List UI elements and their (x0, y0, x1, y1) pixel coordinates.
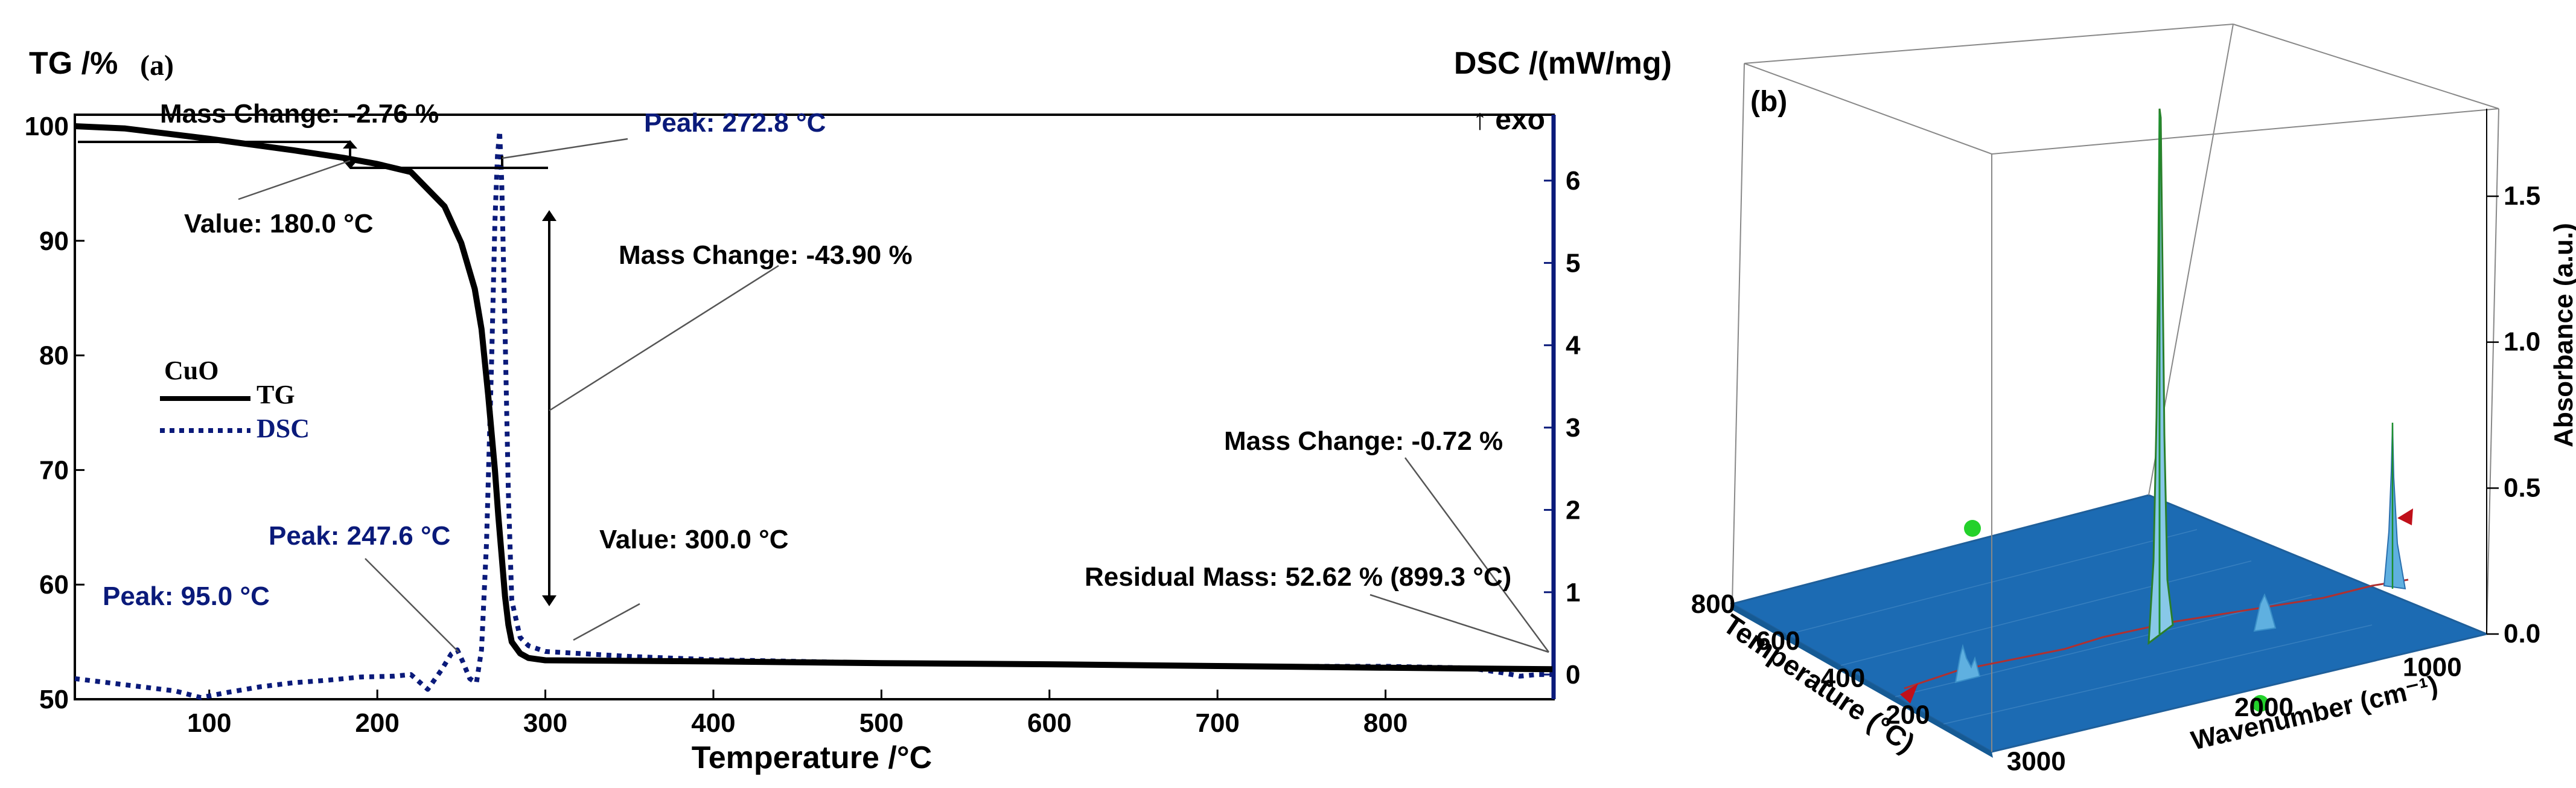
z-tick-label: 1.0 (2504, 327, 2540, 357)
temp-tick-label: 800 (1691, 589, 1735, 619)
y-tick-label: 50 (39, 685, 69, 714)
temp-tick-label: 400 (1821, 663, 1865, 693)
panel-a-label: (a) (140, 50, 174, 82)
axis-ticks: 100 200 300 400 500 600 700 800 50 60 70 80 90 100 0 1 2… (25, 112, 1581, 738)
y-tick-label: 80 (39, 341, 69, 371)
z-tick-label: 0.5 (2504, 473, 2540, 502)
panel-a: TG /% (a) DSC /(mW/mg) ↑ exo 100 200 300 40… (25, 46, 1672, 775)
legend-sample: CuO (164, 356, 218, 385)
wn-tick-label: 2000 (2234, 693, 2294, 722)
y2-tick-label: 1 (1566, 578, 1580, 607)
peak-co2-670 (2383, 422, 2406, 590)
arrowheads (343, 140, 556, 606)
spectra (1904, 108, 2409, 690)
leader-lines (238, 138, 1550, 653)
legend-tg-label: TG (257, 380, 295, 409)
annotation-value-180: Value: 180.0 °C (184, 209, 374, 239)
z-tick-label: 1.5 (2504, 181, 2540, 211)
z-axis-title: Absorbance (a.u.) (2549, 223, 2576, 447)
annotation-mass-change-3: Mass Change: -0.72 % (1224, 426, 1503, 456)
legend-dsc-label: DSC (257, 414, 310, 443)
peak-co2-2350 (2147, 108, 2174, 645)
temp-tick-label: 600 (1756, 626, 1800, 656)
x-axis-title: Temperature /°C (692, 740, 932, 775)
temperature-trace (1904, 578, 2409, 690)
x-tick-label: 400 (691, 708, 735, 738)
x-tick-label: 100 (187, 708, 231, 738)
y2-tick-label: 2 (1566, 495, 1580, 525)
annotation-value-300: Value: 300.0 °C (599, 525, 789, 554)
y2-tick-label: 0 (1566, 660, 1580, 690)
annotation-peak-95: Peak: 95.0 °C (103, 581, 270, 611)
x-tick-label: 600 (1027, 708, 1071, 738)
y-tick-label: 60 (39, 570, 69, 600)
y-tick-label: 100 (25, 112, 69, 141)
annotation-peak-247: Peak: 247.6 °C (269, 521, 450, 551)
left-axis-title: TG /% (29, 46, 118, 81)
peak-1750 (2253, 593, 2277, 632)
panel-b-label: (b) (1750, 86, 1787, 118)
peak-water-3700 (1954, 644, 1981, 684)
marker-red-right[interactable] (2397, 508, 2413, 525)
y2-tick-label: 4 (1566, 331, 1581, 360)
temp-tick-label: 200 (1886, 700, 1930, 730)
legend: CuO TG DSC (160, 356, 310, 443)
wn-tick-label: 1000 (2403, 652, 2462, 682)
surface-floor-edge (1732, 604, 1993, 758)
x-tick-label: 500 (859, 708, 904, 738)
x-tick-label: 800 (1363, 708, 1408, 738)
x-tick-label: 700 (1195, 708, 1239, 738)
z-tick-label: 0.0 (2504, 619, 2540, 649)
tg-curve (74, 123, 1553, 673)
y-tick-label: 90 (39, 226, 69, 256)
x-tick-label: 300 (523, 708, 567, 738)
y2-tick-label: 5 (1566, 248, 1580, 278)
annotation-residual-mass: Residual Mass: 52.62 % (899.3 °C) (1085, 562, 1511, 592)
right-axis-title: DSC /(mW/mg) (1454, 46, 1672, 81)
annotation-mass-change-1: Mass Change: -2.76 % (160, 99, 439, 129)
marker-green-front[interactable] (2252, 695, 2269, 712)
marker-red-left[interactable] (1900, 684, 1918, 703)
b-axis-ticks: 1.5 1.0 0.5 0.0 800 600 400 200 3000 2000 1000 (1691, 181, 2540, 776)
exo-label: ↑ exo (1473, 104, 1545, 136)
wn-tick-label: 3000 (2007, 746, 2066, 776)
y2-tick-label: 6 (1566, 166, 1580, 196)
plot-frame (74, 114, 1555, 700)
y-tick-label: 70 (39, 455, 69, 485)
curves (74, 123, 1553, 700)
marker-green-back[interactable] (1964, 520, 1981, 537)
y2-tick-label: 3 (1566, 413, 1580, 443)
annotation-peak-272: Peak: 272.8 °C (644, 108, 826, 138)
annotation-mass-change-2: Mass Change: -43.90 % (619, 240, 913, 270)
x-tick-label: 200 (355, 708, 399, 738)
panel-b: (b) 1.5 1.0 0.5 0.0 800 600 400 200 3000 2000 1000… (1691, 24, 2576, 776)
